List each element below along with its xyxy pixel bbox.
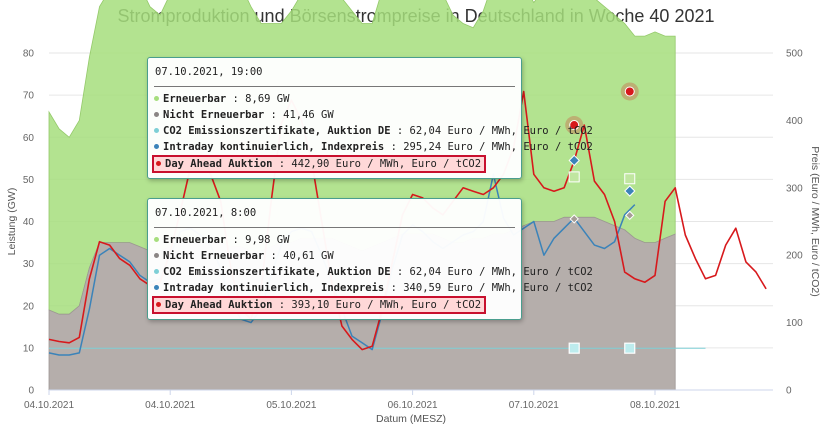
y-left-tick-label: 40 <box>23 217 35 228</box>
legend-dot-icon <box>154 96 159 101</box>
tooltip-row: CO2 Emissionszertifikate, Auktion DE : 6… <box>148 264 593 280</box>
tooltip-row: Erneuerbar : 8,69 GW <box>148 91 521 107</box>
legend-dot-icon <box>154 269 159 274</box>
legend-dot-icon <box>154 112 159 117</box>
x-tick-label: 05.10.2021 <box>266 400 316 411</box>
legend-dot-icon <box>154 253 159 258</box>
legend-dot-icon <box>154 144 159 149</box>
tooltip-series-name: Intraday kontinuierlich, Indexpreis <box>163 282 385 294</box>
legend-dot-icon <box>154 128 159 133</box>
y-left-axis-title: Leistung (GW) <box>6 188 18 256</box>
tooltip-series-value: : 62,04 Euro / MWh, Euro / tCO2 <box>390 266 593 278</box>
y-right-tick-label: 500 <box>786 49 803 60</box>
tooltip-series-value: : 340,59 Euro / MWh, Euro / tCO2 <box>384 282 593 294</box>
y-right-tick-label: 400 <box>786 116 803 127</box>
tooltip-series-name: Intraday kontinuierlich, Indexpreis <box>163 141 385 153</box>
y-right-axis-title: Preis (Euro / MWh, Euro / tCO2) <box>809 146 821 297</box>
x-tick-label: 06.10.2021 <box>388 400 438 411</box>
tooltip-series-name: Nicht Erneuerbar <box>163 109 265 121</box>
y-left-tick-label: 20 <box>23 301 35 312</box>
tooltip-row: Nicht Erneuerbar : 40,61 GW <box>148 248 521 264</box>
tooltip-series-name: CO2 Emissionszertifikate, Auktion DE <box>163 125 391 137</box>
day-ahead-marker <box>569 120 580 131</box>
tooltip-row: Day Ahead Auktion : 393,10 Euro / MWh, E… <box>148 296 521 314</box>
tooltip-series-value: : 442,90 Euro / MWh, Euro / tCO2 <box>272 158 482 170</box>
erneuerbar-marker <box>568 171 580 183</box>
tooltip-series-value: : 295,24 Euro / MWh, Euro / tCO2 <box>384 141 593 153</box>
y-left-tick-label: 10 <box>23 343 35 354</box>
y-left-tick-label: 70 <box>23 91 35 102</box>
tooltip-2: 07.10.2021, 8:00 Erneuerbar : 9,98 GW Nich… <box>147 198 593 320</box>
tooltip-row: CO2 Emissionszertifikate, Auktion DE : 6… <box>148 123 593 139</box>
nicht-erneuerbar-marker <box>569 214 579 224</box>
tooltip-series-name: Erneuerbar <box>163 93 227 105</box>
tooltip-row: Nicht Erneuerbar : 41,46 GW <box>148 107 521 123</box>
tooltip-series-value: : 40,61 GW <box>264 250 334 262</box>
legend-dot-icon <box>154 285 159 290</box>
y-left-tick-label: 80 <box>23 49 35 60</box>
tooltip-row: Intraday kontinuierlich, Indexpreis : 29… <box>148 139 593 155</box>
co2-marker <box>624 342 636 354</box>
tooltip-datetime: 07.10.2021, 8:00 <box>155 207 257 219</box>
markers <box>565 82 639 354</box>
tooltip-series-value: : 62,04 Euro / MWh, Euro / tCO2 <box>390 125 593 137</box>
y-left-tick-label: 60 <box>23 133 35 144</box>
tooltip-series-value: : 41,46 GW <box>264 109 334 121</box>
tooltip-1: 07.10.2021, 19:00 Erneuerbar : 8,69 GW Nic… <box>147 57 593 179</box>
y-right-tick-label: 0 <box>786 386 792 397</box>
x-tick-label: 07.10.2021 <box>509 400 559 411</box>
legend-dot-icon <box>156 161 161 166</box>
tooltip-series-name: Erneuerbar <box>163 234 227 246</box>
tooltip-row: Erneuerbar : 9,98 GW <box>148 232 521 248</box>
nicht-erneuerbar-marker <box>625 210 635 221</box>
x-tick-label: 04.10.2021 <box>145 400 195 411</box>
legend-dot-icon <box>156 302 161 307</box>
tooltip-series-name: Day Ahead Auktion <box>165 299 273 311</box>
tooltip-series-value: : 393,10 Euro / MWh, Euro / tCO2 <box>272 299 482 311</box>
intraday-marker <box>624 185 636 197</box>
tooltip-separator <box>154 86 515 87</box>
tooltip-row: Day Ahead Auktion : 442,90 Euro / MWh, E… <box>148 155 521 173</box>
x-tick-label: 04.10.2021 <box>24 400 74 411</box>
tooltip-datetime: 07.10.2021, 19:00 <box>155 66 263 78</box>
y-left-tick-label: 30 <box>23 259 35 270</box>
y-right-tick-label: 100 <box>786 318 803 329</box>
y-left-tick-label: 50 <box>23 175 35 186</box>
y-right-tick-label: 200 <box>786 251 803 262</box>
x-tick-label: 08.10.2021 <box>630 400 680 411</box>
x-axis-title: Datum (MESZ) <box>376 413 446 425</box>
y-right-tick-label: 300 <box>786 183 803 194</box>
y-left-tick-label: 0 <box>28 386 34 397</box>
tooltip-row: Intraday kontinuierlich, Indexpreis : 34… <box>148 280 593 296</box>
erneuerbar-marker <box>624 173 636 185</box>
day-ahead-marker <box>624 86 635 97</box>
tooltip-separator <box>154 227 515 228</box>
axes: 0 10 20 30 40 50 60 70 80 0 100 200 300 400 500 04.10.2… <box>6 49 821 426</box>
tooltip-series-name: Nicht Erneuerbar <box>163 250 265 262</box>
tooltip-series-name: CO2 Emissionszertifikate, Auktion DE <box>163 266 391 278</box>
co2-marker <box>568 342 580 354</box>
intraday-marker <box>568 154 580 167</box>
tooltip-series-name: Day Ahead Auktion <box>165 158 273 170</box>
tooltip-series-value: : 9,98 GW <box>226 234 290 246</box>
legend-dot-icon <box>154 237 159 242</box>
tooltip-series-value: : 8,69 GW <box>226 93 290 105</box>
